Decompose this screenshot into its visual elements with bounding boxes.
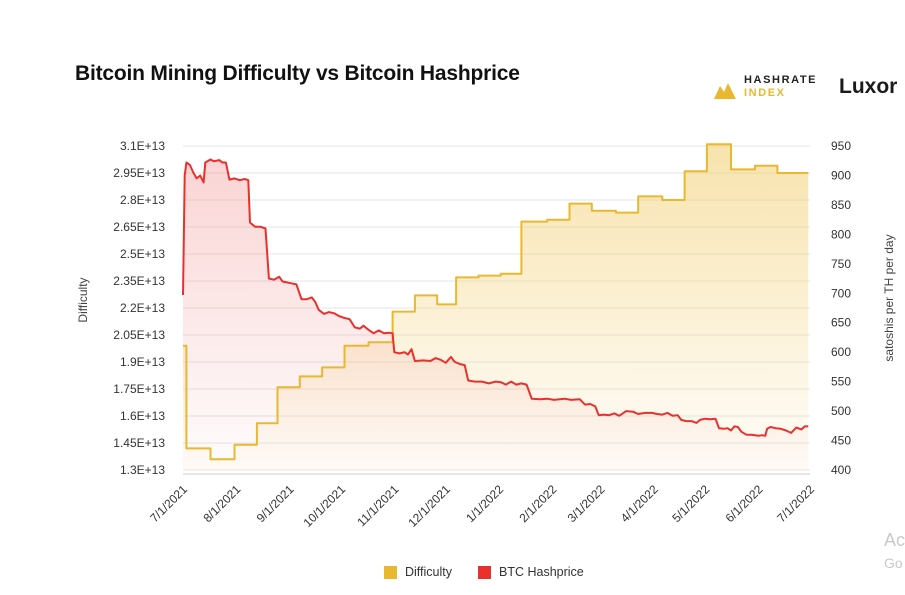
y-left-tick-label: 1.6E+13 <box>120 409 165 423</box>
luxor-logo: Luxor <box>839 75 898 98</box>
y-left-tick-label: 1.3E+13 <box>120 463 165 477</box>
x-tick-label: 9/1/2021 <box>254 482 297 525</box>
y-right-axis-title: satoshis per TH per day <box>882 234 896 361</box>
legend: Difficulty BTC Hashprice <box>384 565 610 579</box>
x-tick-label: 1/1/2022 <box>463 482 506 525</box>
series-lines <box>182 143 809 461</box>
legend-item-hashprice[interactable]: BTC Hashprice <box>478 565 584 579</box>
legend-swatch-difficulty <box>384 565 397 579</box>
x-tick-label: 2/1/2022 <box>517 482 560 525</box>
series-line-difficulty <box>183 143 809 461</box>
y-left-tick-label: 2.05E+13 <box>113 328 165 342</box>
y-right-tick-label: 450 <box>831 434 851 448</box>
x-tick-label: 10/1/2021 <box>301 482 349 530</box>
y-left-tick-label: 2.35E+13 <box>113 274 165 288</box>
x-tick-label: 7/1/2021 <box>147 482 190 525</box>
x-tick-label: 8/1/2021 <box>200 482 243 525</box>
y-right-tick-label: 500 <box>831 404 851 418</box>
y-left-tick-label: 1.75E+13 <box>113 382 165 396</box>
y-right-tick-label: 550 <box>831 375 851 389</box>
x-tick-label: 11/1/2021 <box>354 482 401 529</box>
y-left-tick-label: 2.8E+13 <box>120 193 165 207</box>
brand-name-line1: HASHRATE <box>744 74 818 86</box>
hashrate-index-logo-icon <box>714 83 736 99</box>
legend-item-difficulty[interactable]: Difficulty <box>384 565 452 579</box>
y-left-tick-label: 2.5E+13 <box>120 247 165 261</box>
x-tick-label: 7/1/2022 <box>774 482 817 525</box>
brand-name-line2: INDEX <box>744 87 786 99</box>
page-title: Bitcoin Mining Difficulty vs Bitcoin Has… <box>75 62 520 85</box>
y-right-tick-label: 850 <box>831 198 851 212</box>
y-left-axis-title: Difficulty <box>76 277 90 322</box>
legend-label-difficulty: Difficulty <box>405 565 453 579</box>
series-line-hashprice <box>182 158 809 437</box>
y-left-tick-label: 2.95E+13 <box>113 166 165 180</box>
y-right-tick-label: 800 <box>831 227 851 241</box>
legend-label-hashprice: BTC Hashprice <box>499 565 584 579</box>
y-left-tick-label: 3.1E+13 <box>120 139 165 153</box>
x-tick-label: 12/1/2021 <box>405 482 453 530</box>
series-areas <box>183 144 809 470</box>
x-tick-label: 4/1/2022 <box>618 482 661 525</box>
x-tick-label: 3/1/2022 <box>565 482 608 525</box>
brand-logos: HASHRATE INDEX Luxor <box>712 74 902 106</box>
watermark-line1: Ac <box>884 530 905 550</box>
x-tick-label: 6/1/2022 <box>723 482 766 525</box>
y-right-tick-label: 900 <box>831 168 851 182</box>
y-right-tick-label: 600 <box>831 345 851 359</box>
series-area-hashprice <box>183 159 809 470</box>
y-right-tick-label: 750 <box>831 257 851 271</box>
legend-swatch-hashprice <box>478 565 492 579</box>
y-right-tick-label: 400 <box>831 463 851 477</box>
y-left-tick-label: 2.65E+13 <box>113 220 165 234</box>
y-left-tick-label: 2.2E+13 <box>120 301 165 315</box>
watermark-line2: Go <box>884 555 903 571</box>
y-left-tick-label: 1.45E+13 <box>113 436 165 450</box>
y-right-tick-label: 700 <box>831 286 851 300</box>
x-tick-label: 5/1/2022 <box>669 482 712 525</box>
y-right-tick-label: 650 <box>831 316 851 330</box>
y-left-tick-label: 1.9E+13 <box>120 355 165 369</box>
y-right-tick-label: 950 <box>831 139 851 153</box>
